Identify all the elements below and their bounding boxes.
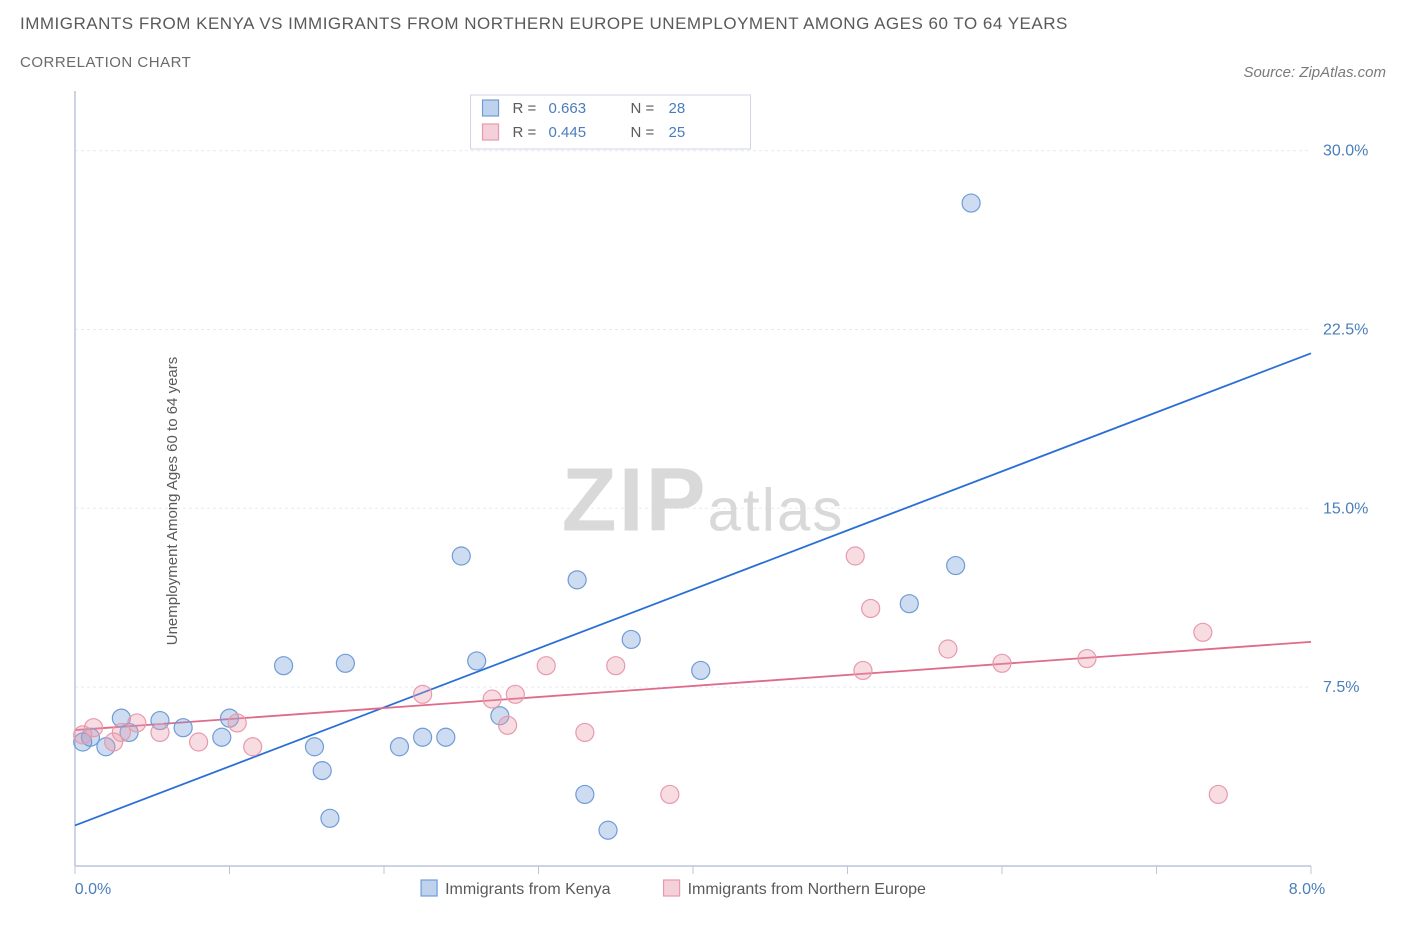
data-point — [939, 640, 957, 658]
data-point — [390, 738, 408, 756]
series-label: Immigrants from Northern Europe — [688, 881, 926, 898]
series-swatch — [421, 880, 437, 896]
data-point — [576, 723, 594, 741]
y-tick-label: 15.0% — [1323, 500, 1368, 517]
data-point — [947, 557, 965, 575]
data-point — [1209, 785, 1227, 803]
data-point — [244, 738, 262, 756]
data-point — [962, 194, 980, 212]
y-tick-label: 7.5% — [1323, 679, 1359, 696]
data-point — [599, 821, 617, 839]
data-point — [452, 547, 470, 565]
x-tick-label: 0.0% — [75, 881, 111, 898]
data-point — [483, 690, 501, 708]
data-point — [661, 785, 679, 803]
data-point — [174, 719, 192, 737]
data-point — [228, 714, 246, 732]
data-point — [128, 714, 146, 732]
data-point — [568, 571, 586, 589]
data-point — [151, 723, 169, 741]
data-point — [506, 685, 524, 703]
data-point — [854, 661, 872, 679]
legend-n-label: N = — [631, 124, 655, 141]
source-attribution: Source: ZipAtlas.com — [1243, 64, 1386, 81]
data-point — [622, 630, 640, 648]
data-point — [1194, 623, 1212, 641]
legend-n-value: 25 — [669, 124, 686, 141]
legend-r-label: R = — [513, 100, 537, 117]
data-point — [305, 738, 323, 756]
legend-r-value: 0.445 — [549, 124, 587, 141]
data-point — [414, 685, 432, 703]
data-point — [190, 733, 208, 751]
data-point — [213, 728, 231, 746]
data-point — [468, 652, 486, 670]
data-point — [414, 728, 432, 746]
chart-subtitle: CORRELATION CHART — [20, 54, 191, 71]
data-point — [692, 661, 710, 679]
legend-r-label: R = — [513, 124, 537, 141]
data-point — [862, 599, 880, 617]
data-point — [607, 657, 625, 675]
x-tick-label: 8.0% — [1289, 881, 1325, 898]
legend-n-value: 28 — [669, 100, 686, 117]
trend-line — [75, 642, 1311, 730]
data-point — [846, 547, 864, 565]
y-axis-label: Unemployment Among Ages 60 to 64 years — [164, 357, 181, 646]
data-point — [321, 809, 339, 827]
trend-line — [75, 353, 1311, 825]
data-point — [437, 728, 455, 746]
data-point — [537, 657, 555, 675]
data-point — [85, 719, 103, 737]
y-tick-label: 30.0% — [1323, 143, 1368, 160]
series-swatch — [664, 880, 680, 896]
chart-container: Unemployment Among Ages 60 to 64 years Z… — [20, 81, 1386, 921]
chart-title: IMMIGRANTS FROM KENYA VS IMMIGRANTS FROM… — [20, 14, 1068, 34]
data-point — [900, 595, 918, 613]
legend-n-label: N = — [631, 100, 655, 117]
data-point — [499, 716, 517, 734]
data-point — [1078, 650, 1096, 668]
data-point — [336, 654, 354, 672]
data-point — [993, 654, 1011, 672]
data-point — [112, 723, 130, 741]
legend-swatch — [483, 100, 499, 116]
data-point — [313, 762, 331, 780]
data-point — [576, 785, 594, 803]
y-tick-label: 22.5% — [1323, 321, 1368, 338]
series-label: Immigrants from Kenya — [445, 881, 610, 898]
legend-swatch — [483, 124, 499, 140]
scatter-chart: 0.0% 8.0% 7.5% 15.0% 22.5% 30.0% R = 0.663 N = 28… — [20, 81, 1386, 921]
data-point — [275, 657, 293, 675]
legend-r-value: 0.663 — [549, 100, 587, 117]
